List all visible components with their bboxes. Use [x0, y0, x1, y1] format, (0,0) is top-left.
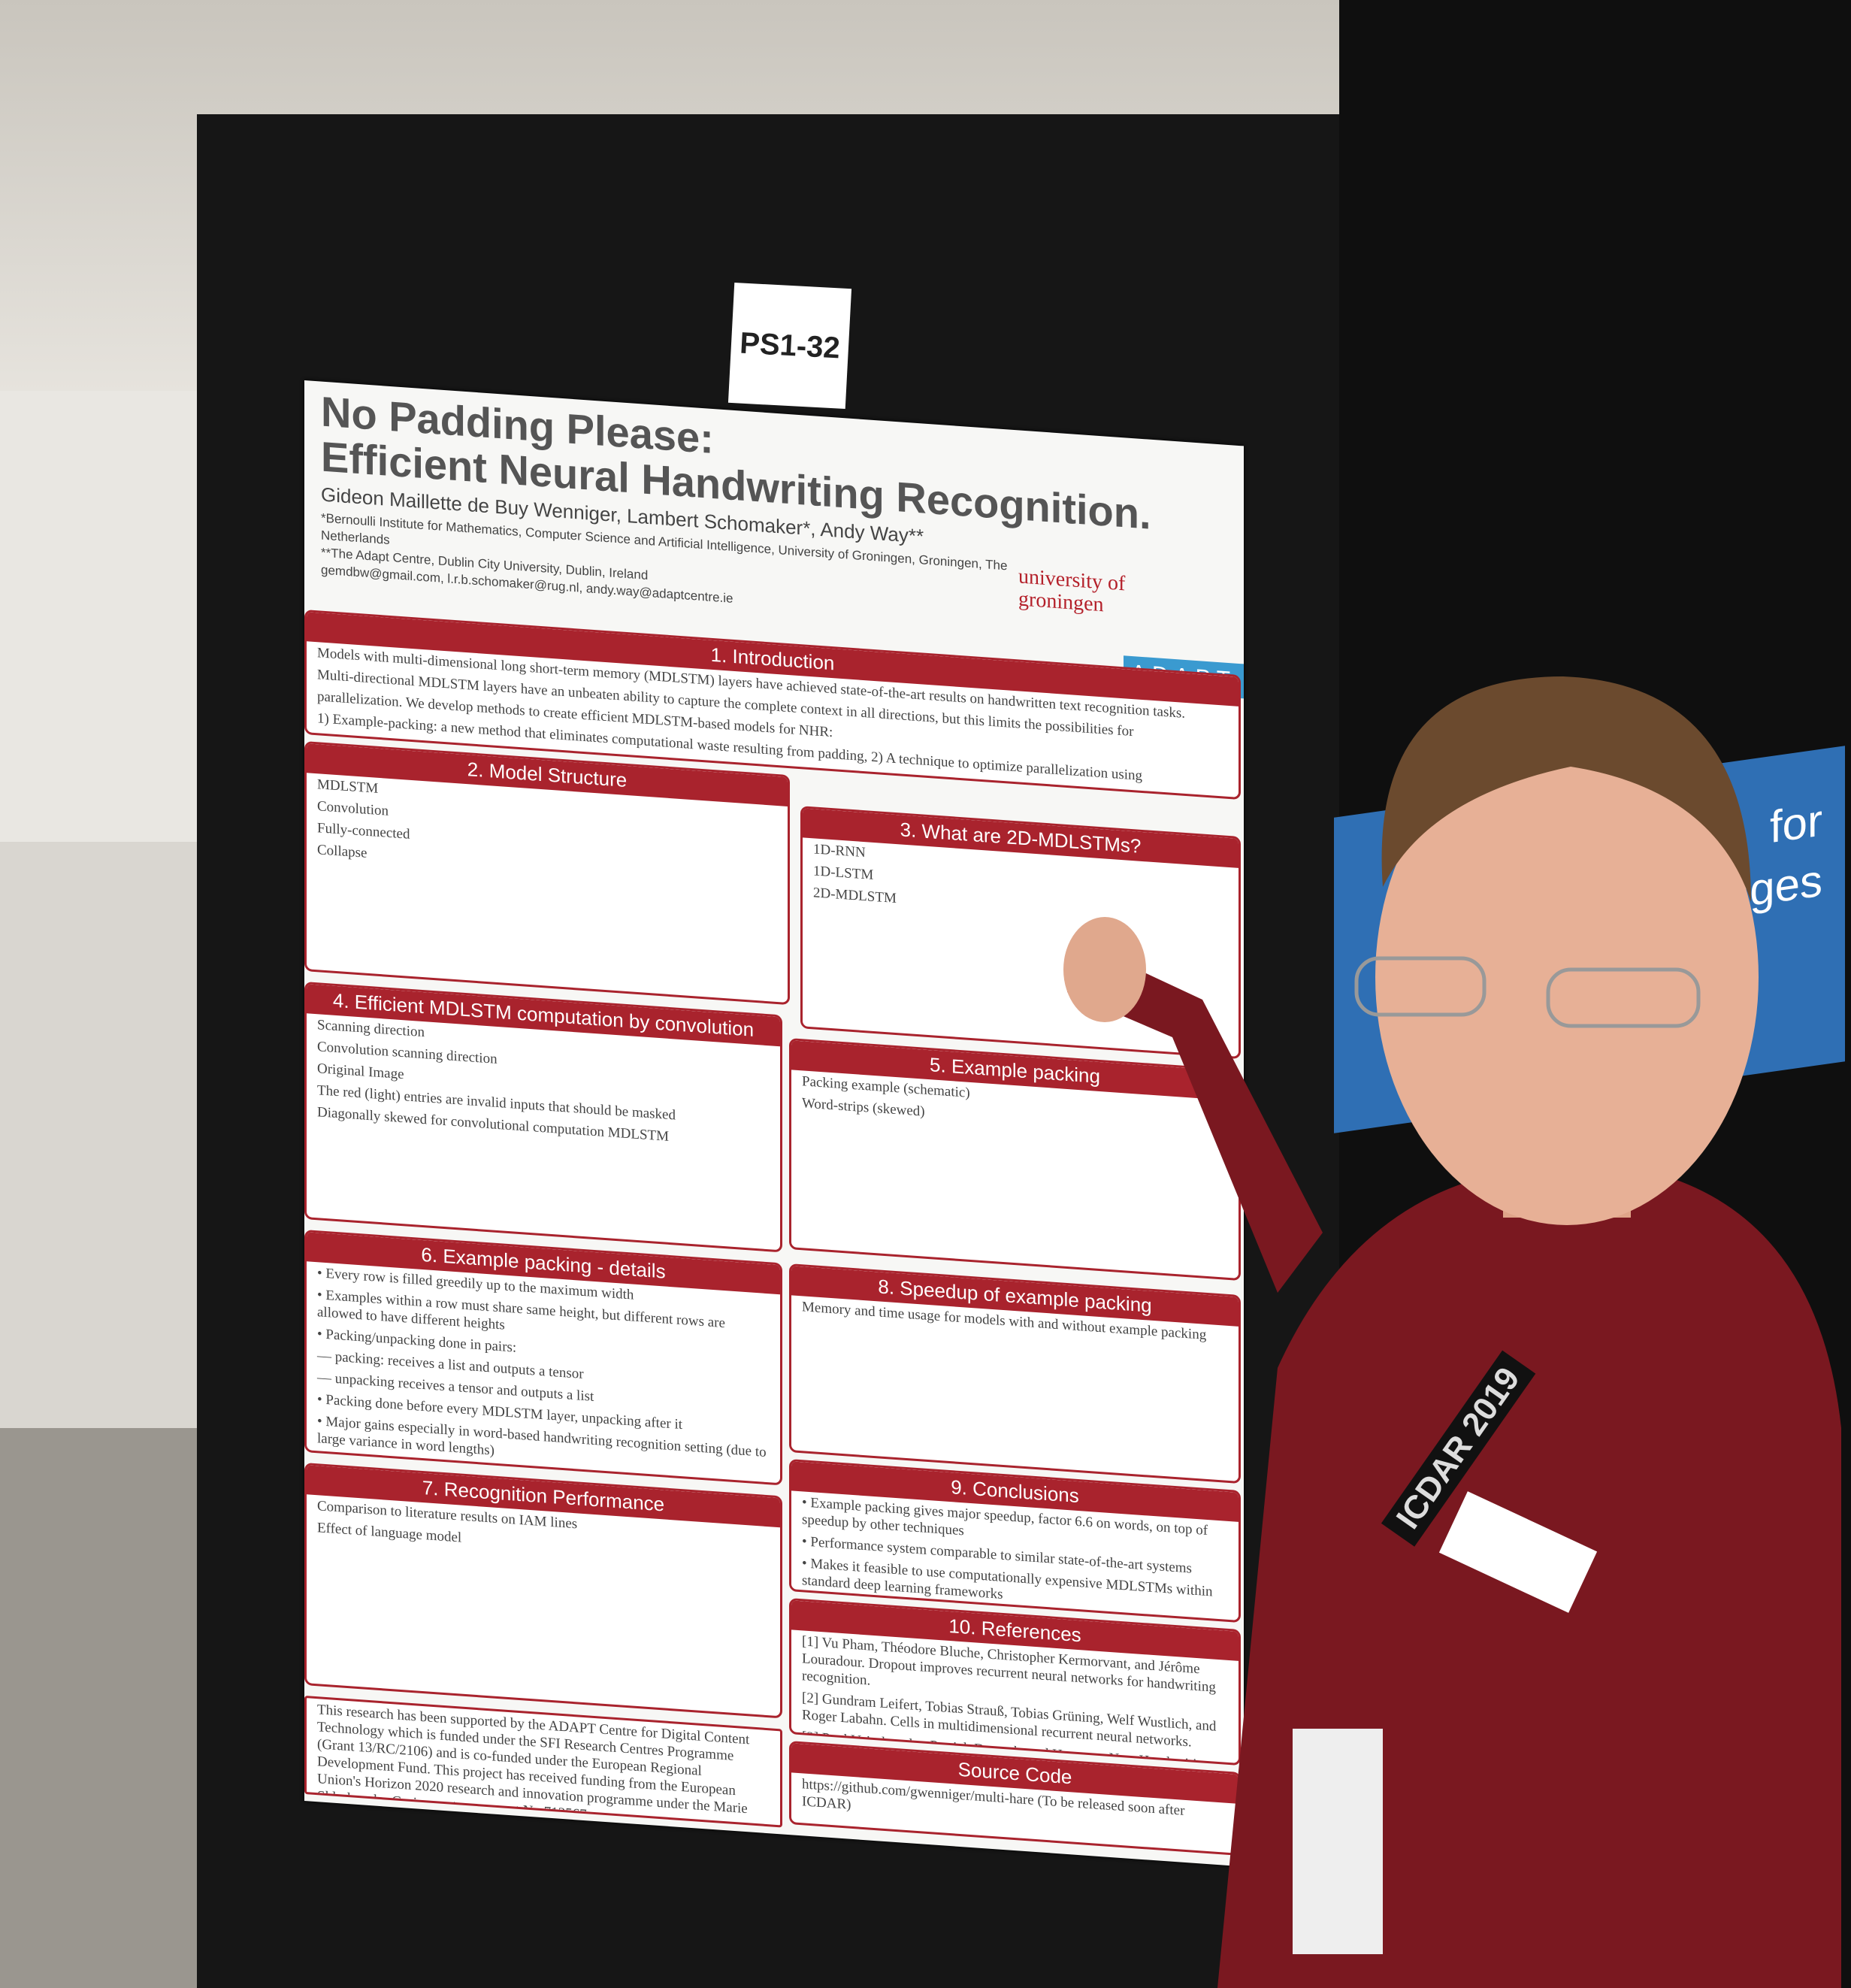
- wall: [0, 391, 197, 842]
- floor: [0, 1428, 197, 1988]
- glasses: [1354, 956, 1487, 1017]
- face: [1375, 729, 1759, 1225]
- hand: [1063, 917, 1146, 1022]
- badge: [1293, 1729, 1383, 1954]
- name-tag: [1438, 1491, 1598, 1613]
- arm: [1067, 947, 1323, 1293]
- hair: [1381, 676, 1751, 902]
- glasses: [1546, 967, 1701, 1028]
